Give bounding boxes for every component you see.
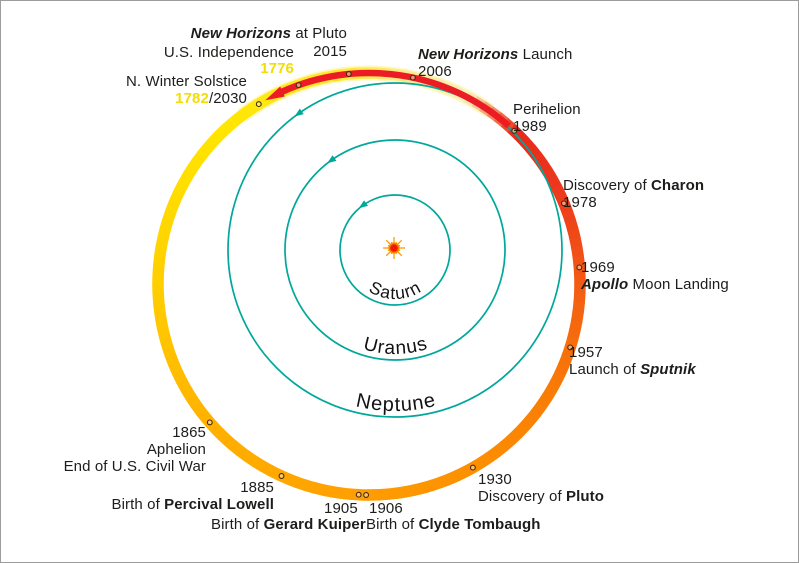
label-perihelion: Perihelion 1989 <box>513 101 581 135</box>
event-marker-2006 <box>409 74 416 81</box>
label-new-horizons-at-pluto: New Horizons at Pluto 2015 <box>190 25 347 60</box>
event-marker-1906 <box>363 492 370 498</box>
planet-orbit-uranus <box>284 139 506 361</box>
label-us-independence: U.S. Independence 1776 <box>163 44 294 77</box>
label-new-horizons-launch: New Horizons Launch 2006 <box>418 46 573 80</box>
label-1905: 1905 <box>324 500 358 517</box>
event-marker-1865 <box>206 419 213 426</box>
label-aphelion: 1865 Aphelion End of U.S. Civil War <box>63 424 206 475</box>
orbit-direction-arrow-icon <box>294 108 304 117</box>
planet-orbit-saturn <box>339 194 451 306</box>
label-kuiper: Birth of Gerard Kuiper <box>211 516 366 533</box>
label-discovery-pluto: 1930 Discovery of Pluto <box>478 471 604 505</box>
label-tombaugh: Birth of Clyde Tombaugh <box>366 516 541 533</box>
event-marker-1905 <box>355 491 362 498</box>
planet-orbit-neptune <box>227 82 563 418</box>
new-horizons-trajectory <box>280 69 511 129</box>
label-discovery-charon: Discovery of Charon 1978 <box>563 177 705 211</box>
label-1906: 1906 <box>369 500 403 517</box>
event-marker-1978 <box>560 200 567 207</box>
event-marker-1776 <box>295 82 302 89</box>
label-winter-solstice: N. Winter Solstice 1782/2030 <box>126 73 247 107</box>
pluto-orbit-segment <box>222 117 238 133</box>
event-marker-1782-2030 <box>255 101 262 108</box>
new-horizons-arrowhead-icon <box>265 86 285 101</box>
event-marker-1969 <box>576 264 583 271</box>
event-marker-1885 <box>278 473 285 479</box>
label-sputnik: 1957 Launch of Sputnik <box>569 344 696 378</box>
label-lowell: 1885 Birth of Percival Lowell <box>111 479 274 513</box>
event-marker-1957 <box>567 344 574 351</box>
event-marker-1930 <box>469 464 476 471</box>
event-marker-2015 <box>345 71 352 77</box>
orbit-direction-arrow-icon <box>327 155 337 164</box>
orbit-direction-arrow-icon <box>358 200 368 209</box>
label-apollo: 1969 Apollo Moon Landing <box>581 259 729 293</box>
sun-icon <box>383 237 405 259</box>
event-marker-1989 <box>511 127 518 134</box>
